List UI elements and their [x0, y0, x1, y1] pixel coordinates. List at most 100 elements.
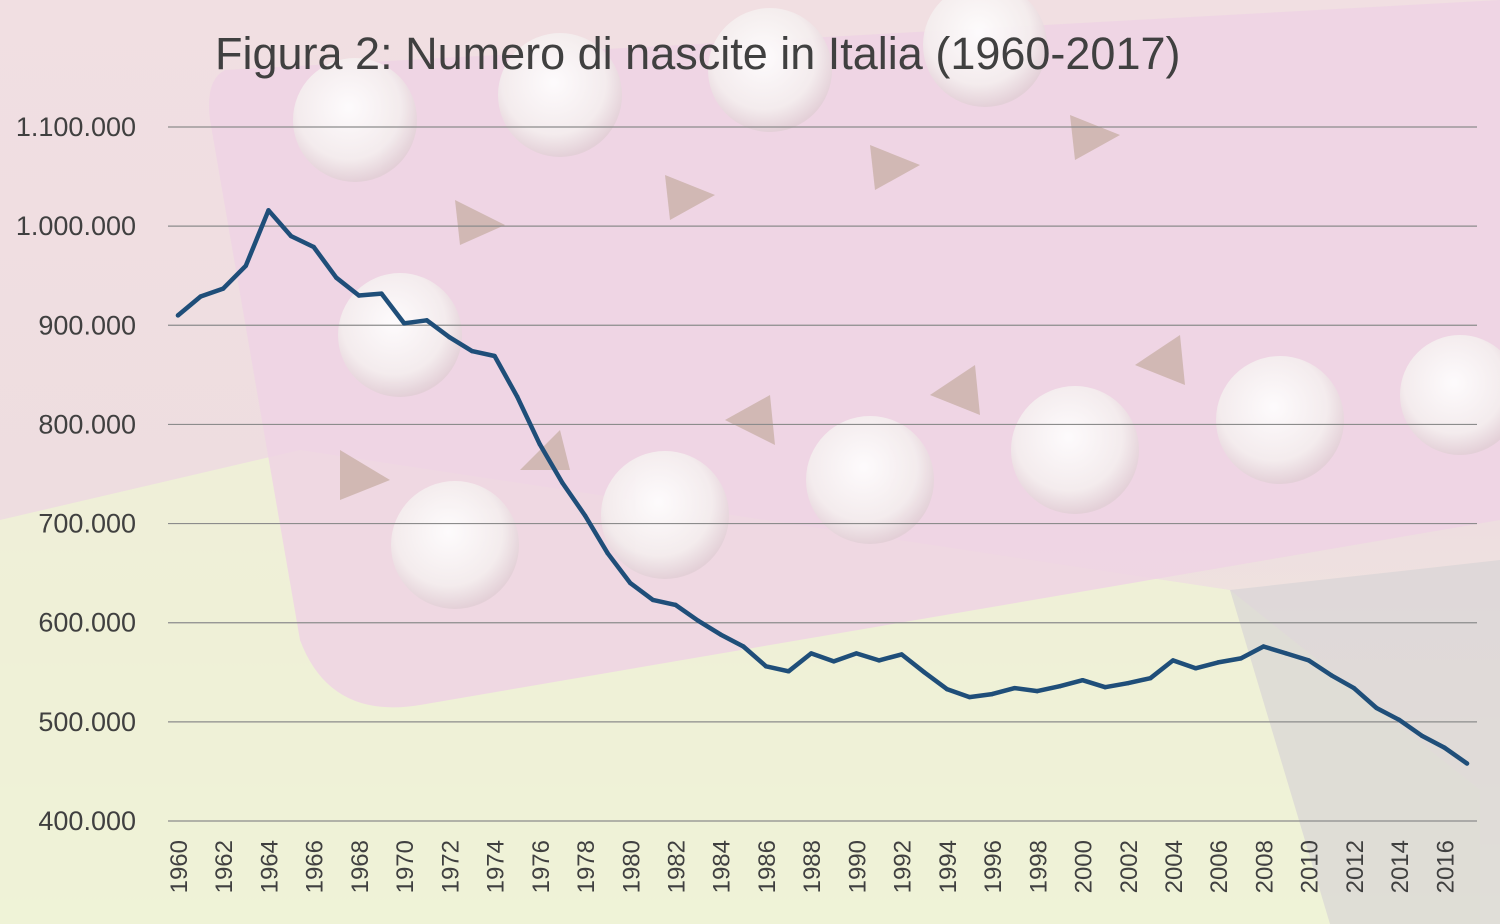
- x-tick-label: 1962: [211, 840, 238, 893]
- data-point: [808, 651, 814, 656]
- x-tick-label: 1982: [664, 840, 691, 893]
- data-point: [1193, 666, 1198, 671]
- y-tick-label: 1.100.000: [16, 112, 136, 142]
- x-tick-label: 1976: [528, 840, 555, 893]
- data-point: [356, 293, 362, 298]
- data-point: [899, 652, 904, 657]
- data-points: [175, 208, 1470, 766]
- x-tick-label: 1994: [935, 840, 962, 893]
- x-tick-label: 2004: [1161, 840, 1188, 893]
- data-point: [831, 659, 837, 664]
- x-tick-label: 1998: [1025, 840, 1052, 893]
- data-point: [243, 263, 249, 268]
- data-point: [1306, 658, 1311, 663]
- data-point: [1464, 761, 1470, 766]
- data-point: [1238, 656, 1244, 661]
- y-tick-label: 700.000: [38, 509, 136, 539]
- x-tick-label: 2012: [1342, 840, 1369, 893]
- data-point: [1329, 673, 1334, 678]
- data-point: [786, 669, 791, 674]
- data-point: [515, 394, 520, 399]
- data-point: [447, 334, 452, 340]
- data-point: [424, 318, 429, 323]
- data-point: [1080, 678, 1085, 683]
- x-tick-label: 2014: [1387, 840, 1414, 893]
- data-point: [989, 691, 995, 697]
- data-point: [1283, 651, 1289, 656]
- x-tick-label: 1966: [302, 840, 329, 893]
- data-point: [967, 694, 972, 700]
- x-tick-label: 1968: [347, 840, 374, 893]
- x-tick-label: 2008: [1251, 840, 1278, 893]
- data-point: [1035, 688, 1040, 694]
- data-point: [582, 513, 588, 518]
- x-tick-label: 2016: [1432, 840, 1459, 893]
- data-point: [1442, 745, 1447, 750]
- data-point: [718, 632, 723, 637]
- x-tick-label: 1990: [844, 840, 871, 893]
- chart-title: Figura 2: Numero di nascite in Italia (1…: [215, 28, 1181, 79]
- y-tick-label: 600.000: [38, 608, 136, 638]
- data-point: [537, 442, 543, 447]
- data-point: [560, 480, 565, 486]
- x-tick-label: 1988: [799, 840, 826, 893]
- data-point: [1396, 717, 1402, 723]
- births-line: [175, 208, 1470, 766]
- data-point: [175, 313, 181, 318]
- data-point: [469, 348, 475, 354]
- y-tick-label: 400.000: [38, 806, 136, 836]
- data-point: [763, 664, 769, 669]
- data-point: [198, 294, 203, 299]
- data-point: [492, 353, 497, 359]
- x-tick-label: 1980: [618, 840, 645, 893]
- data-point: [288, 233, 294, 239]
- data-point: [605, 551, 610, 556]
- data-point: [221, 286, 226, 291]
- data-point: [741, 644, 746, 649]
- x-tick-label: 2002: [1116, 840, 1143, 893]
- data-point: [1012, 685, 1017, 691]
- data-point: [695, 618, 701, 623]
- data-point: [944, 686, 950, 692]
- data-point: [1351, 685, 1357, 691]
- gridlines: [168, 126, 1477, 822]
- data-point: [311, 244, 316, 250]
- data-point: [379, 291, 384, 296]
- pills: [293, 0, 1500, 609]
- data-point: [266, 208, 271, 213]
- data-point: [854, 651, 859, 656]
- data-point: [401, 321, 407, 326]
- blister-arrows: [340, 115, 1185, 500]
- y-tick-label: 800.000: [38, 409, 136, 439]
- data-point: [1170, 658, 1176, 663]
- x-tick-label: 1996: [980, 840, 1007, 893]
- x-tick-label: 1984: [709, 840, 736, 893]
- data-point: [628, 580, 633, 586]
- blister-pack: [209, 0, 1500, 708]
- x-tick-label: 2006: [1206, 840, 1233, 893]
- dark-corner: [1230, 560, 1500, 924]
- data-point: [1148, 676, 1153, 681]
- y-tick-label: 1.000.000: [16, 211, 136, 241]
- x-tick-label: 2000: [1071, 840, 1098, 893]
- y-tick-label: 500.000: [38, 707, 136, 737]
- x-tick-label: 1978: [573, 840, 600, 893]
- x-tick-label: 1964: [256, 840, 283, 893]
- data-point: [1057, 683, 1063, 689]
- x-tick-label: 1960: [166, 840, 193, 893]
- y-axis-ticks: 400.000 500.000 600.000 700.000 800.000 900.0…: [16, 112, 136, 836]
- data-point: [1102, 684, 1108, 690]
- data-point: [334, 275, 339, 280]
- x-tick-label: 1992: [890, 840, 917, 893]
- x-tick-label: 1972: [437, 840, 464, 893]
- x-tick-label: 1986: [754, 840, 781, 893]
- data-point: [922, 670, 927, 675]
- data-point: [1216, 660, 1221, 665]
- x-tick-label: 1970: [392, 840, 419, 893]
- data-point: [1261, 644, 1266, 649]
- data-point: [1125, 680, 1130, 686]
- data-point: [1374, 705, 1379, 711]
- x-tick-label: 2010: [1297, 840, 1324, 893]
